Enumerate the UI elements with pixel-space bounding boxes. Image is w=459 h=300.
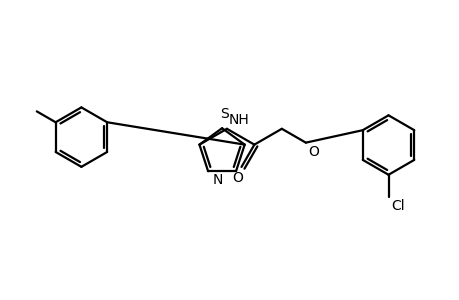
Text: S: S (219, 107, 228, 121)
Text: NH: NH (229, 113, 249, 127)
Text: Cl: Cl (391, 199, 404, 212)
Text: N: N (213, 173, 223, 187)
Text: O: O (232, 171, 242, 185)
Text: O: O (307, 145, 318, 159)
